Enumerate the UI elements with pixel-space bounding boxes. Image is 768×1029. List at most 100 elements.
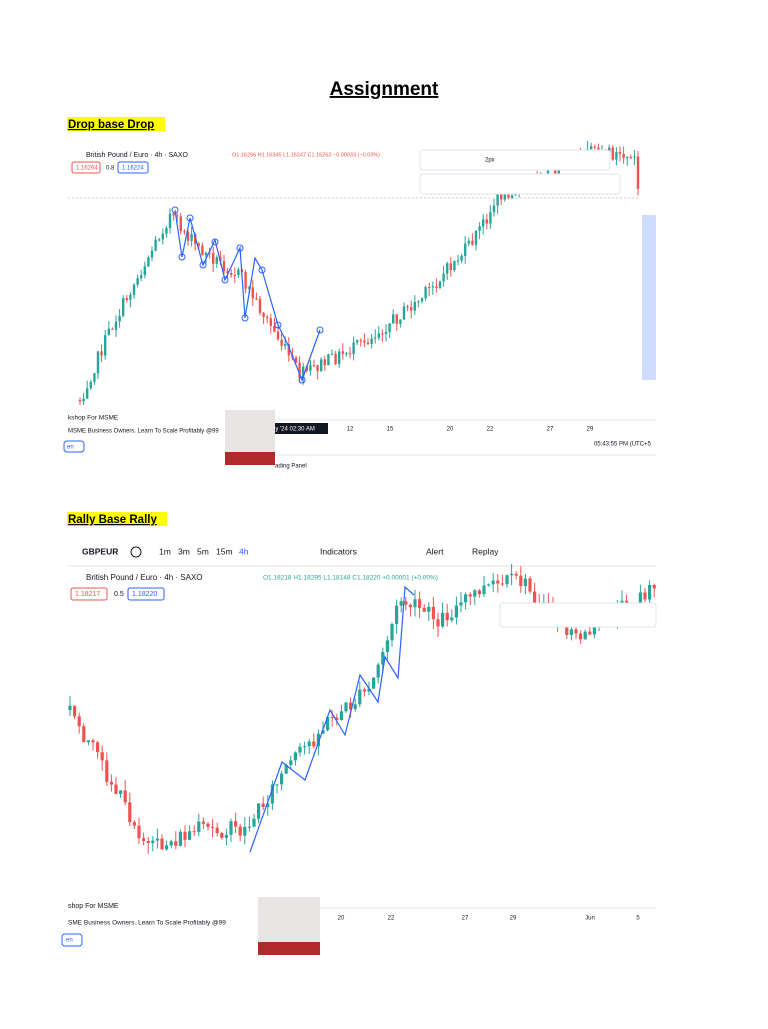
candle-body [316, 733, 320, 747]
candle-body [237, 269, 240, 276]
anchors [171, 206, 324, 384]
candle-body [224, 834, 228, 838]
ad [68, 895, 258, 955]
candle-body [376, 664, 380, 678]
candle-body [323, 359, 326, 366]
candle-body [348, 353, 352, 355]
candle-body [172, 213, 175, 216]
interval[interactable]: 3m [178, 546, 190, 556]
ad-text: SME Business Owners. Learn To Scale Prof… [68, 920, 226, 927]
x-tick-label: 29 [510, 916, 517, 922]
spread: 0.8 [106, 166, 115, 172]
candle-body [212, 252, 215, 264]
candle-body [487, 584, 491, 586]
interval[interactable]: 4h [239, 546, 249, 556]
candle-body [128, 802, 132, 823]
bid: 1.18217 [75, 591, 100, 598]
candle-body [136, 278, 139, 285]
candle-body [366, 342, 370, 345]
candle-body [229, 821, 233, 835]
trading-panel: ading Panel [275, 464, 307, 470]
candle-body [93, 373, 96, 382]
candle-body [142, 838, 146, 842]
bid: 1.16264 [76, 166, 98, 172]
candle-body [307, 741, 311, 747]
candle-body [420, 298, 424, 302]
candle-body [226, 271, 229, 274]
ask: 1.16224 [122, 166, 144, 172]
candle-body [86, 388, 89, 399]
ad-text: MSME Business Owners. Learn To Scale Pro… [68, 429, 219, 435]
candle-body [150, 250, 154, 258]
interval[interactable]: 1m [159, 546, 171, 556]
x-tick-label: Jun [585, 916, 595, 922]
candle-body [482, 585, 486, 595]
ad-button [63, 440, 85, 453]
candle-body [206, 823, 210, 827]
highlight [67, 512, 167, 526]
candle-body [381, 651, 385, 665]
candle-body [233, 274, 236, 276]
candle-body [251, 287, 254, 299]
candle-body [211, 826, 215, 828]
candle-body [105, 760, 109, 782]
candle-body [381, 333, 384, 335]
candle-body [353, 704, 357, 710]
candle-body [312, 741, 316, 747]
candle-body [188, 831, 192, 840]
candle-body [192, 831, 196, 833]
chart-frame [68, 538, 656, 955]
candle-body [255, 298, 258, 300]
candle-body [230, 273, 233, 275]
interval[interactable]: 5m [197, 546, 209, 556]
x-tick-label: 5 [636, 916, 640, 922]
candle-body [146, 841, 150, 844]
candle-body [362, 689, 366, 692]
candle-body [168, 213, 172, 228]
candle-body [404, 601, 408, 605]
candle-body [367, 688, 371, 692]
ad-button [61, 933, 83, 947]
candle-body [118, 316, 121, 322]
candle-body [197, 243, 200, 246]
candle-body [96, 742, 100, 753]
x-tick-label: 15 [387, 427, 394, 433]
interval[interactable]: 15m [216, 546, 233, 556]
candle-body [176, 215, 179, 217]
candle-body [320, 359, 323, 372]
title: Assignment [330, 79, 439, 100]
candle-body [114, 784, 118, 794]
candle-body [186, 231, 190, 241]
candle-body [321, 730, 325, 734]
candle-body [454, 605, 458, 618]
candle-body [197, 821, 201, 833]
alert[interactable]: Alert [426, 546, 444, 556]
candle-body [418, 599, 422, 608]
ad-image-band [225, 452, 275, 465]
candle-body [473, 590, 477, 597]
time-label-box [270, 423, 328, 434]
candle-body [140, 274, 143, 279]
candle-body [316, 365, 319, 372]
clock: 05:43:55 PM (UTC+5 [594, 442, 652, 448]
candle-body [169, 841, 173, 846]
x-tick-label: 20 [338, 916, 345, 922]
candle-body [183, 231, 186, 233]
candle-body [122, 298, 125, 317]
candle-body [377, 333, 380, 338]
indicators[interactable]: Indicators [320, 546, 357, 556]
candle-body [413, 599, 417, 608]
candle-body [500, 193, 503, 200]
spread: 0.5 [114, 591, 124, 598]
candle-body [374, 337, 377, 339]
candle-body [643, 592, 647, 600]
replay[interactable]: Replay [472, 546, 499, 556]
candle-body [533, 591, 537, 604]
candle-body [143, 266, 146, 275]
candle-body [413, 301, 416, 311]
candle-body [109, 781, 113, 785]
candle-body [399, 319, 402, 324]
ad-button-text: en [67, 445, 74, 451]
candle-body [183, 831, 187, 840]
candle-body [453, 260, 456, 271]
